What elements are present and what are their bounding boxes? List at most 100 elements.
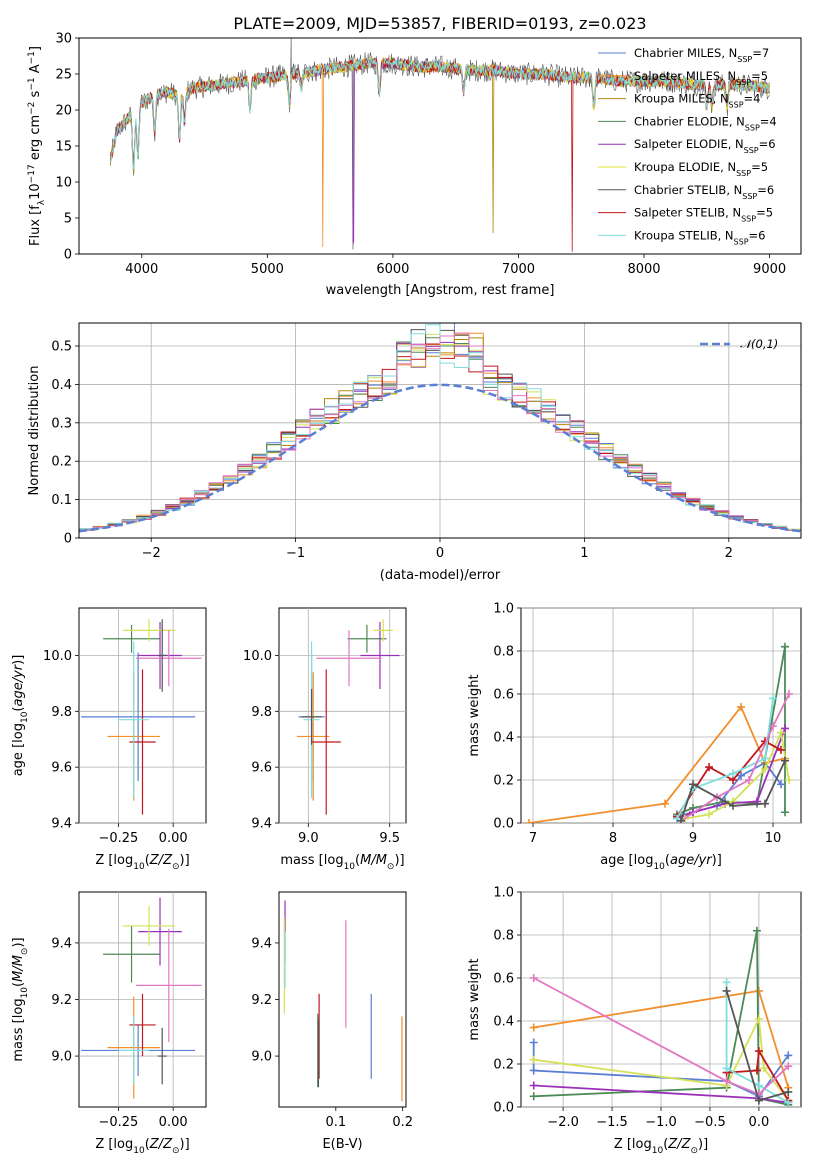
x-tick-label: 0.2 — [392, 1115, 413, 1130]
axis-label: age [log10(age/yr)] — [11, 655, 30, 777]
mass-weight-series — [529, 986, 793, 1092]
series-marker — [525, 819, 533, 823]
y-tick-label: 0.2 — [493, 1058, 514, 1073]
x-tick-label: −0.5 — [694, 1115, 726, 1130]
x-tick-label: 2 — [725, 546, 733, 561]
series-marker — [781, 724, 789, 733]
mass-vs-Z-panel: −0.25 0.00 9.0 9.2 9.4 Z [log10(Z/Z⊙)] mass [l… — [11, 891, 207, 1156]
x-tick-label: 1 — [580, 546, 588, 561]
errorbar-point — [311, 669, 341, 815]
x-tick-label: −1.0 — [645, 1115, 677, 1130]
x-tick-label: −0.25 — [98, 831, 138, 846]
x-axis-label: E(B-V) — [322, 1137, 362, 1152]
series-line — [725, 982, 789, 1104]
series-marker — [529, 1023, 538, 1032]
y-axis-label: mass weight — [467, 674, 482, 756]
legend-entry: Chabrier ELODIE, NSSP=4 — [634, 114, 777, 131]
errorbar-point — [81, 652, 196, 782]
series-marker — [761, 754, 769, 763]
series-marker — [529, 1055, 538, 1064]
y-tick-label: 1.0 — [493, 886, 514, 901]
series-marker — [754, 1047, 763, 1056]
massweight-vs-Z-panel: −2.0 −1.5 −1.0 −0.5 0.0 0.0 0.2 0.4 0.6 0.8 1.0 mas… — [467, 886, 802, 1156]
y-axis-label: mass weight — [467, 958, 482, 1040]
series-marker — [729, 769, 737, 778]
legend-entry: Salpeter MILES, NSSP=5 — [634, 69, 768, 87]
series-marker — [705, 763, 713, 772]
y-tick-label: 0.0 — [493, 1101, 514, 1116]
y-tick-label: 9.2 — [51, 993, 72, 1008]
series-marker — [777, 728, 785, 737]
age-vs-Z-panel: −0.25 0.00 9.4 9.6 9.8 10.0 Z [log10(Z/Z⊙)] age… — [11, 607, 207, 872]
series-marker — [769, 694, 777, 703]
x-tick-label: 0.1 — [325, 1115, 346, 1130]
series-marker — [761, 799, 769, 808]
axis-label: age [log10(age/yr)] — [600, 853, 722, 872]
x-tick-label: 0.00 — [159, 1115, 188, 1130]
plot-frame — [278, 891, 407, 1108]
series-marker — [737, 771, 745, 780]
series-line — [533, 977, 789, 1096]
x-tick-label: 9.0 — [298, 831, 319, 846]
x-tick-label: 7 — [529, 831, 537, 846]
mass-vs-ebv-panel: 0.1 0.2 9.0 9.2 9.4 E(B-V) — [251, 891, 413, 1152]
gaussian-curve — [78, 383, 802, 533]
series-marker — [752, 926, 761, 935]
x-tick-label: 0 — [436, 546, 444, 561]
y-tick-label: 0.6 — [493, 688, 514, 703]
y-tick-label: 0.8 — [493, 929, 514, 944]
x-tick-label: 8 — [609, 831, 617, 846]
x-tick-label: −2 — [142, 546, 161, 561]
y-tick-label: 9.8 — [51, 705, 72, 720]
x-axis-label: (data-model)/error — [380, 568, 501, 583]
series-marker — [777, 780, 785, 789]
x-tick-label: 8000 — [627, 262, 660, 277]
legend-entry: Kroupa MILES, NSSP=4 — [634, 92, 760, 110]
errorbar-point — [316, 630, 382, 687]
errorbar-point — [138, 897, 182, 966]
series-marker — [529, 974, 538, 982]
y-tick-label: 10.0 — [243, 649, 272, 664]
x-tick-label: 9.5 — [379, 831, 400, 846]
y-tick-label: 0.4 — [493, 731, 514, 746]
y-tick-label: 1.0 — [493, 602, 514, 617]
y-tick-label: 5 — [64, 212, 72, 227]
y-tick-label: 0 — [64, 532, 72, 547]
x-tick-label: 9 — [689, 831, 697, 846]
errorbar-point — [157, 619, 167, 692]
y-tick-label: 9.4 — [51, 817, 72, 832]
series-marker — [752, 1066, 761, 1075]
series-marker — [529, 1038, 538, 1047]
y-tick-label: 0.8 — [493, 645, 514, 660]
x-tick-label: 6000 — [376, 262, 409, 277]
legend-entry: Salpeter STELIB, NSSP=5 — [634, 206, 773, 224]
series-marker — [761, 765, 769, 774]
y-axis-label-group: Flux [fλ10−17 erg cm−2 s−1 A−1] — [27, 46, 47, 246]
spectrum-series-line — [110, 57, 770, 171]
series-marker — [784, 1098, 793, 1107]
series-marker — [722, 986, 731, 995]
series-marker — [759, 1064, 768, 1073]
figure-title: PLATE=2009, MJD=53857, FIBERID=0193, z=0… — [233, 14, 646, 33]
series-marker — [705, 810, 713, 819]
mass-weight-series — [677, 756, 789, 823]
y-tick-label: 0 — [64, 248, 72, 263]
massweight-vs-age-panel: 7 8 9 10 0.0 0.2 0.4 0.6 0.8 1.0 mass weight age [l… — [467, 602, 802, 872]
axis-label: Z [log10(Z/Z⊙)] — [614, 1137, 708, 1156]
y-tick-label: 9.0 — [251, 1050, 272, 1065]
series-marker — [781, 756, 789, 765]
spectrum-series-line — [110, 57, 770, 252]
y-tick-label: 9.0 — [51, 1050, 72, 1065]
legend-entry: 𝒩(0,1) — [740, 337, 778, 351]
y-axis-label-group: age [log10(age/yr)] — [11, 655, 30, 777]
x-tick-label: −2.0 — [547, 1115, 579, 1130]
y-axis-label: Normed distribution — [27, 366, 42, 496]
series-marker — [754, 1081, 763, 1090]
y-tick-label: 9.6 — [51, 761, 72, 776]
x-tick-label: 9000 — [753, 262, 786, 277]
mass-weight-series — [529, 974, 793, 1099]
series-marker — [781, 642, 789, 651]
y-tick-label: 0.4 — [493, 1015, 514, 1030]
series-marker — [745, 776, 753, 784]
